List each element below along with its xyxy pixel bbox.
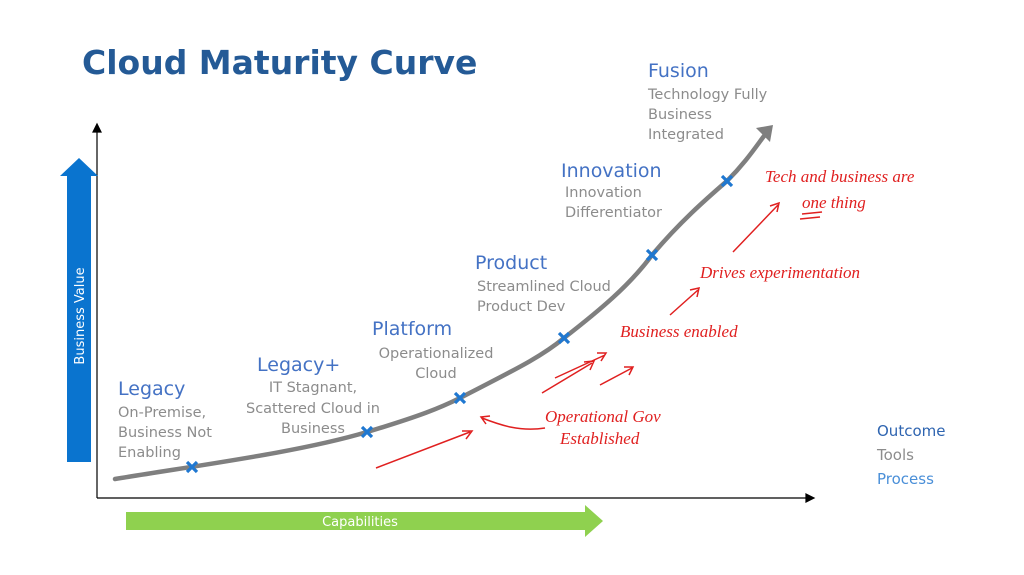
- x-axis-label: Capabilities: [322, 515, 398, 530]
- stage-name: Platform: [372, 318, 452, 340]
- legend-item: Tools: [876, 446, 914, 464]
- annotation: one thing: [802, 193, 866, 212]
- stage-name: Legacy: [118, 378, 185, 400]
- stage-desc: Differentiator: [565, 205, 662, 221]
- annotation: Operational Gov: [545, 407, 661, 426]
- y-arrow: [60, 158, 98, 462]
- stage-desc: Operationalized: [379, 346, 494, 362]
- stage-desc: IT Stagnant,: [269, 380, 357, 396]
- legend-item: Process: [877, 470, 934, 488]
- stage-desc: Technology Fully: [647, 87, 768, 103]
- x-arrow: [126, 505, 603, 537]
- stage-name: Fusion: [648, 60, 709, 82]
- markers: [185, 174, 734, 474]
- stage-desc: Enabling: [118, 445, 181, 461]
- stage-desc: On-Premise,: [118, 405, 206, 421]
- stage-name: Legacy+: [257, 354, 340, 376]
- stage-desc: Streamlined Cloud: [477, 279, 611, 295]
- stage-desc: Business: [281, 421, 345, 437]
- stage-desc: Integrated: [648, 127, 724, 143]
- stage-desc: Business: [648, 107, 712, 123]
- axes: [92, 122, 816, 503]
- annotation-arrows: [375, 201, 823, 469]
- legend-item: Outcome: [877, 422, 945, 440]
- stage-desc: Scattered Cloud in: [246, 401, 380, 417]
- stage-name: Innovation: [561, 160, 662, 182]
- stage-name: Product: [475, 252, 547, 274]
- annotation: Tech and business are: [765, 167, 915, 186]
- curve-arrowhead: [756, 125, 773, 142]
- annotation: Established: [559, 429, 640, 448]
- stage-desc: Cloud: [415, 366, 456, 382]
- annotation: Drives experimentation: [699, 263, 860, 282]
- title: Cloud Maturity Curve: [82, 43, 477, 82]
- stage-desc: Product Dev: [477, 299, 566, 315]
- annotation: Business enabled: [620, 322, 738, 341]
- curve: [112, 133, 767, 482]
- stage-desc: Innovation: [565, 185, 642, 201]
- y-axis-label: Business Value: [73, 267, 88, 364]
- stage-desc: Business Not: [118, 425, 212, 441]
